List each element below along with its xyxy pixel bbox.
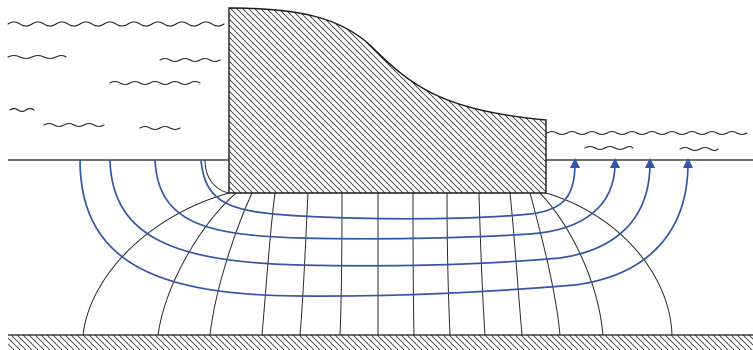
flow-line: [200, 157, 581, 220]
equipotential-line: [299, 192, 309, 336]
equipotential-line: [209, 192, 253, 336]
downstream-water-waves: [546, 130, 748, 152]
equipotential-line: [539, 192, 604, 336]
flow-lines: [79, 157, 694, 297]
equipotential-line: [339, 192, 343, 336]
equipotential-line: [446, 192, 451, 336]
equipotential-line: [261, 192, 276, 336]
upstream-water-waves: [7, 21, 225, 131]
flow-line: [79, 157, 694, 297]
equipotential-line: [545, 192, 673, 336]
flow-line: [109, 157, 656, 267]
flow-line: [154, 157, 621, 240]
equipotential-line: [82, 192, 230, 336]
equipotential-line: [412, 192, 415, 336]
equipotential-line: [478, 192, 486, 336]
equipotential-line: [157, 192, 237, 336]
impervious-base: [8, 334, 753, 350]
equipotential-line: [529, 192, 561, 336]
equipotential-line: [204, 159, 230, 194]
dam-body: [228, 7, 547, 194]
